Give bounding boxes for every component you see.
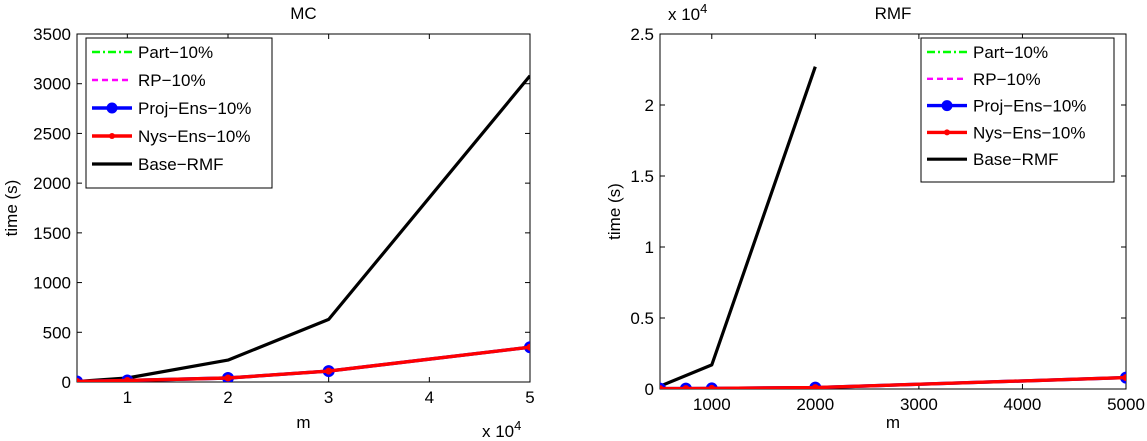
chart-title: RMF [875,4,912,23]
y-exponent-power: 4 [700,1,707,16]
legend-marker [106,102,118,114]
y-tick-label: 2.5 [630,25,654,44]
data-point [1122,374,1126,382]
y-axis-label: time (s) [2,180,21,237]
x-tick-label: 3000 [900,395,938,414]
y-tick-label: 2500 [33,124,71,143]
x-exponent-power: 4 [514,418,521,433]
y-tick-label: 1500 [33,224,71,243]
legend-marker [944,129,950,136]
data-point [77,378,81,382]
y-tick-label: 0.5 [630,309,654,328]
y-tick-label: 3500 [33,25,71,44]
legend-label-2: Proj−Ens−10% [973,97,1086,116]
y-exponent-label: x 104 [668,1,707,24]
y-tick-label: 1000 [33,274,71,293]
chart-mc: 1 2 3 4 50500100015002000250030003500MCmtime… [2,4,535,441]
series-3 [660,374,1126,389]
y-tick-label: 500 [43,323,71,342]
data-point [325,367,333,375]
legend-label-0: Part−10% [138,43,213,62]
legend-marker [109,133,115,139]
x-tick-label: 1 [123,388,132,407]
x-axis-label: m [296,413,310,432]
data-point [123,377,131,382]
x-tick-label: 1000 [693,395,731,414]
x-tick-label: 4 [425,388,434,407]
x-tick-label: 5 [525,388,534,407]
legend-label-2: Proj−Ens−10% [138,99,251,118]
data-point [811,384,819,389]
data-point [682,385,690,389]
legend-label-3: Nys−Ens−10% [138,127,250,146]
x-tick-label: 3 [324,388,333,407]
legend-label-4: Base−RMF [138,155,224,174]
y-tick-label: 3000 [33,75,71,94]
legend-label-1: RP−10% [138,71,206,90]
x-axis-label: m [886,413,900,432]
y-tick-label: 0 [645,380,654,399]
data-point [708,384,716,389]
x-tick-label: 5000 [1107,395,1145,414]
x-exponent-label: x 104 [482,418,521,441]
y-axis-label: time (s) [605,183,624,240]
legend-label-0: Part−10% [973,43,1048,62]
data-point [660,385,664,389]
legend-label-4: Base−RMF [973,150,1059,169]
y-tick-label: 2000 [33,174,71,193]
series-4 [660,66,817,388]
legend-marker [941,100,953,112]
data-point [526,343,530,351]
y-tick-label: 1.5 [630,167,654,186]
x-exponent-prefix: x 10 [482,422,514,441]
data-point [224,374,232,382]
legend: Part−10% RP−10% Proj−Ens−10% Nys−Ens−10% Bas… [85,37,273,189]
x-tick-label: 2 [223,388,232,407]
y-tick-label: 0 [62,373,71,392]
x-tick-label: 4000 [1004,395,1042,414]
chart-rmf: 1000 2000 3000 4000 5000 0 0.5 1 1.5 2 2.5 RMF m time… [605,1,1145,432]
series-3 [77,343,530,382]
y-tick-label: 1 [645,238,654,257]
y-tick-label: 2 [645,96,654,115]
chart-title: MC [290,4,316,23]
series-line [660,66,817,388]
legend-label-1: RP−10% [973,70,1041,89]
y-exponent-prefix: x 10 [668,5,700,24]
x-tick-label: 2000 [796,395,834,414]
legend: Part−10% RP−10% Proj−Ens−10% Nys−Ens−10% Bas… [920,37,1115,183]
legend-label-3: Nys−Ens−10% [973,123,1085,142]
